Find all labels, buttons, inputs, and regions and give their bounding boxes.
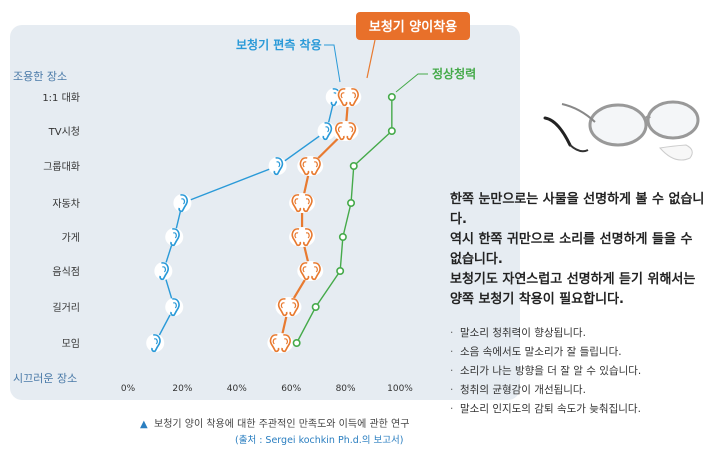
ear-pair-marker-icon <box>335 122 345 141</box>
series-line <box>296 97 393 344</box>
ear-pair-marker-icon <box>349 88 359 107</box>
benefit-item: 말소리 청취력이 향상됩니다. <box>450 324 705 343</box>
benefit-item: 소음 속에서도 말소리가 잘 들립니다. <box>450 343 705 362</box>
ear-marker-icon <box>322 122 333 141</box>
data-point <box>387 127 396 136</box>
category-label: 1:1 대화 <box>42 92 80 104</box>
ear-marker-icon <box>151 334 161 353</box>
category-label: TV시청 <box>48 126 80 138</box>
category-label: 자동차 <box>52 198 80 210</box>
ear-pair-marker-icon <box>299 157 310 176</box>
x-tick-label: 80% <box>336 384 356 394</box>
eyeglasses-illustration <box>540 90 705 180</box>
y-axis-top-label: 조용한 장소 <box>13 70 67 83</box>
ear-pair-marker-icon <box>269 334 280 353</box>
data-point <box>336 266 345 275</box>
label-leader-line <box>395 73 428 93</box>
ear-pair-marker-icon <box>303 228 313 247</box>
data-point <box>349 162 358 171</box>
chart-panel <box>10 25 520 400</box>
ear-marker-icon <box>159 262 169 281</box>
data-point <box>292 338 301 347</box>
ear-marker-icon <box>170 228 180 247</box>
x-tick-label: 0% <box>121 384 136 394</box>
data-point <box>387 93 396 102</box>
ear-pair-marker-icon <box>291 194 302 213</box>
category-label: 음식점 <box>52 266 80 278</box>
y-axis-bottom-label: 시끄러운 장소 <box>13 372 77 385</box>
chart-source: (출처 : Sergei kochkin Ph.d.의 보고서) <box>235 434 403 446</box>
ear-marker-icon <box>273 157 284 176</box>
series-badge <box>356 12 470 40</box>
x-tick-label: 40% <box>227 384 247 394</box>
benefit-item: 말소리 인지도의 감퇴 속도가 늦춰집니다. <box>450 400 705 419</box>
ear-pair-marker-icon <box>346 122 357 141</box>
ear-pair-marker-icon <box>277 298 288 317</box>
category-label: 가게 <box>62 232 80 244</box>
ear-pair-marker-icon <box>291 228 302 247</box>
x-tick-label: 20% <box>172 384 192 394</box>
ear-pair-marker-icon <box>337 88 348 107</box>
label-leader-line <box>324 44 341 83</box>
ear-pair-marker-icon <box>311 157 321 176</box>
category-label: 그룹대화 <box>43 161 80 173</box>
series-label: 보청기 양이착용 <box>369 19 457 35</box>
ear-pair-marker-icon <box>299 262 310 281</box>
series-label: 정상청력 <box>432 66 476 81</box>
ear-pair-marker-icon <box>303 194 313 213</box>
caption-marker-icon: ▲ <box>140 419 148 430</box>
ear-pair-marker-icon <box>281 334 291 353</box>
x-tick-label: 100% <box>387 384 413 394</box>
benefit-item: 소리가 나는 방향을 더 잘 알 수 있습니다. <box>450 362 705 381</box>
ear-pair-marker-icon <box>311 262 321 281</box>
ear-marker-icon <box>170 298 180 317</box>
ear-pair-marker-icon <box>289 298 300 317</box>
benefit-item: 청취의 균형감이 개선됩니다. <box>450 381 705 400</box>
category-label: 길거리 <box>52 301 80 314</box>
category-label: 모임 <box>62 337 80 350</box>
label-leader-line <box>366 39 376 79</box>
explanation-panel: 한쪽 눈만으로는 사물을 선명하게 볼 수 없습니다. 역시 한쪽 귀만으로 소… <box>450 190 705 419</box>
ear-marker-icon <box>178 194 188 213</box>
chart-caption: 보청기 양이 착용에 대한 주관적인 만족도와 이득에 관한 연구 <box>154 418 409 430</box>
x-tick-label: 60% <box>281 384 301 394</box>
data-point <box>338 233 347 242</box>
series-label: 보청기 편측 착용 <box>236 37 322 52</box>
data-point <box>347 199 356 208</box>
benefit-list: 말소리 청취력이 향상됩니다. 소음 속에서도 말소리가 잘 들립니다. 소리가… <box>450 324 705 419</box>
explanation-paragraph: 한쪽 눈만으로는 사물을 선명하게 볼 수 없습니다. 역시 한쪽 귀만으로 소… <box>450 192 705 307</box>
data-point <box>311 302 320 311</box>
